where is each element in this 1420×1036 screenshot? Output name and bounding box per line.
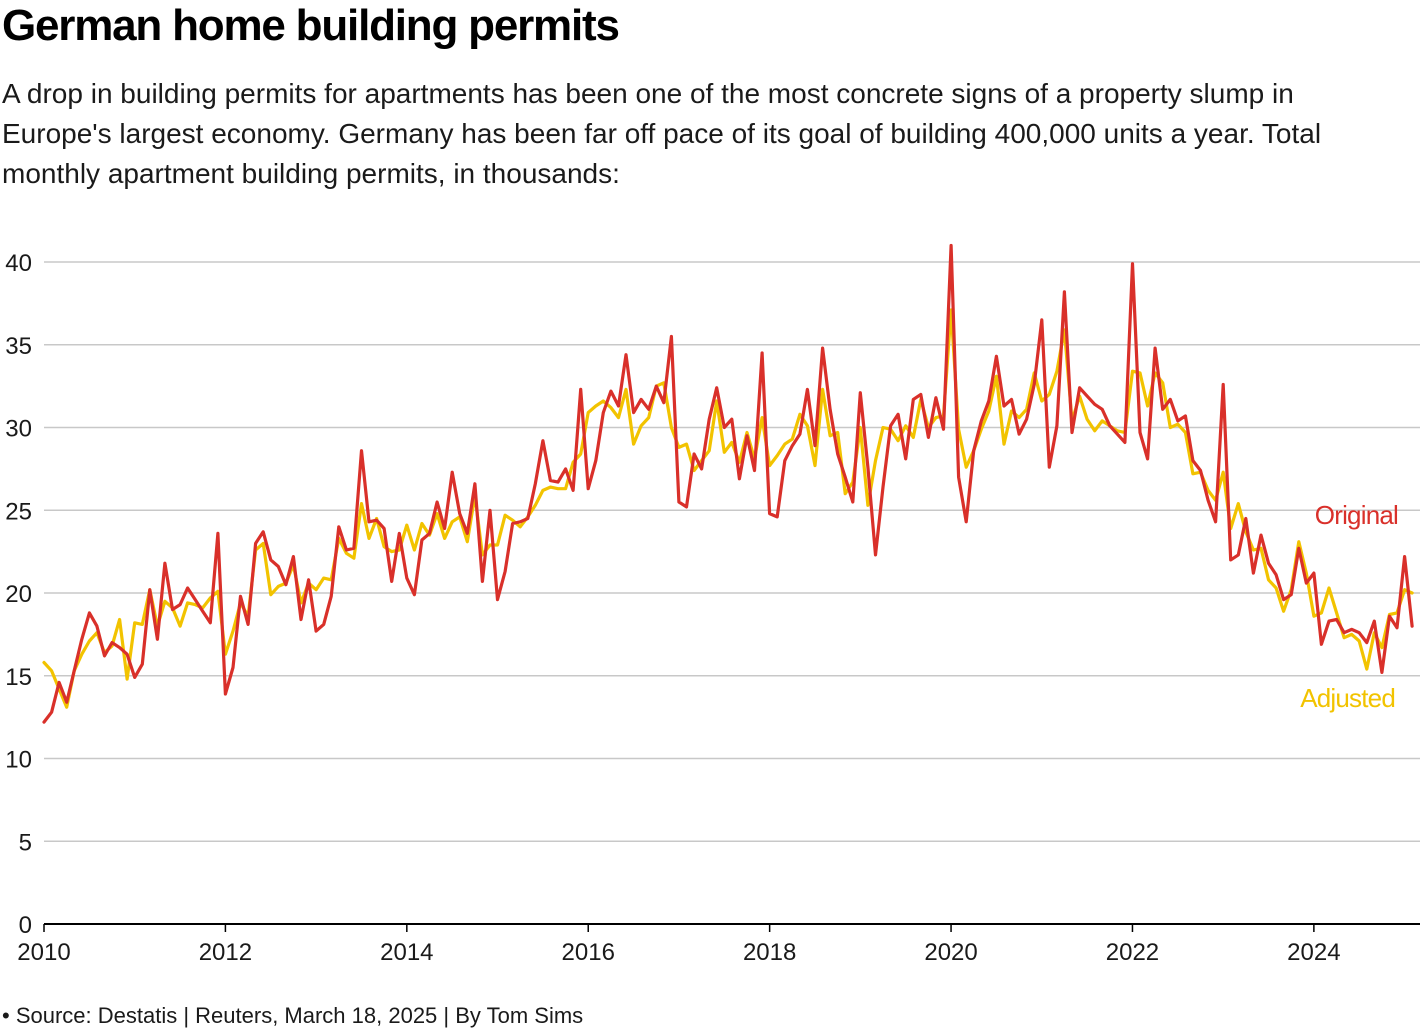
series-line-original (42, 243, 1414, 724)
chart-title: German home building permits (2, 1, 620, 50)
y-tick-label: 0 (19, 912, 32, 939)
x-tick-label: 2012 (199, 939, 252, 966)
y-tick-label: 25 (5, 498, 32, 525)
y-tick-label: 5 (19, 829, 32, 856)
y-tick-label: 10 (5, 747, 32, 774)
source-note: • Source: Destatis | Reuters, March 18, … (2, 1003, 584, 1028)
series-layer (42, 243, 1414, 724)
y-tick-label: 35 (5, 333, 32, 360)
y-tick-label: 20 (5, 581, 32, 608)
x-tick-label: 2014 (380, 939, 433, 966)
chart-subtitle: A drop in building permits for apartment… (2, 78, 1322, 189)
x-tick-label: 2010 (17, 939, 70, 966)
x-tick-label: 2024 (1287, 939, 1340, 966)
y-tick-label: 40 (5, 250, 32, 277)
y-tick-label: 15 (5, 664, 32, 691)
y-tick-label: 30 (5, 416, 32, 443)
gridlines (44, 261, 1420, 925)
x-axis-tick-labels: 2010 2012 2014 2016 2018 2020 2022 2024 (17, 924, 1341, 966)
x-tick-label: 2022 (1106, 939, 1159, 966)
line-chart: 0 5 10 15 20 25 30 35 40 2010 2012 2014 2016 2018 202… (5, 243, 1420, 966)
x-tick-label: 2020 (924, 939, 977, 966)
x-tick-label: 2016 (562, 939, 615, 966)
x-tick-label: 2018 (743, 939, 796, 966)
series-label-adjusted: Adjusted (1300, 683, 1395, 713)
series-label-original: Original (1315, 500, 1398, 530)
y-axis-tick-labels: 0 5 10 15 20 25 30 35 40 (5, 250, 32, 939)
series-line-adjusted (42, 308, 1414, 709)
